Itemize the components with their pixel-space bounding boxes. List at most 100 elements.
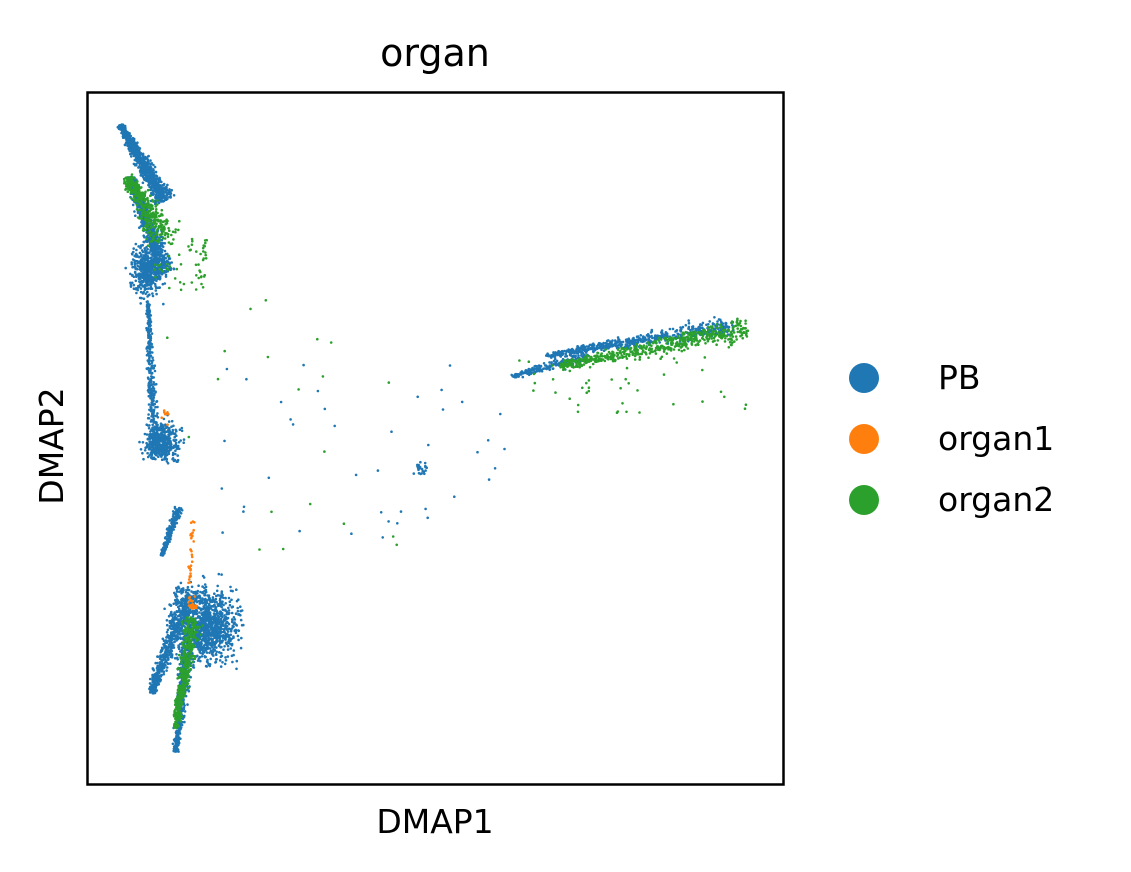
data-point [162,430,166,433]
data-point [162,182,166,186]
data-point [175,429,178,433]
data-point [163,664,167,667]
data-point [134,154,138,157]
data-point [134,279,138,283]
data-point [152,682,156,686]
data-point [194,609,198,613]
data-point [164,437,168,441]
data-point [233,618,237,621]
data-point [173,640,176,643]
data-point [156,269,159,272]
data-point [163,541,167,545]
data-point [214,616,218,620]
data-point [160,658,164,662]
data-point [154,185,157,188]
data-point [170,520,174,523]
data-point [208,651,211,655]
data-point [154,390,157,393]
data-point [169,448,173,451]
data-point [184,604,187,608]
data-point [234,629,238,633]
data-point [162,254,166,257]
data-point [164,435,167,438]
data-point [146,162,149,165]
data-point [131,203,135,207]
data-point [146,311,150,315]
data-point [154,189,157,192]
data-point [165,666,169,669]
data-point [147,177,151,180]
data-point [157,260,160,263]
data-point [202,646,206,650]
data-point [156,655,160,658]
data-point [156,435,159,439]
data-point [166,542,170,546]
data-point [137,205,140,209]
data-point [147,154,150,158]
data-point [239,646,243,650]
data-point [151,385,155,389]
data-point [231,660,234,664]
data-point [148,330,151,334]
data-point [146,290,149,294]
data-point [224,602,227,605]
data-point [209,647,212,650]
data-point [227,596,231,600]
data-point [151,434,155,438]
data-point [163,242,167,245]
data-point [155,400,159,403]
data-point [133,254,136,258]
data-point [173,612,177,616]
data-point [126,131,130,134]
data-point [158,252,162,256]
data-point [212,654,215,657]
data-point [163,191,167,194]
data-point [175,588,179,591]
data-point [224,656,227,659]
data-point [146,451,149,455]
data-point [136,287,139,290]
data-point [135,248,138,252]
data-point [162,451,165,455]
data-point [154,170,158,174]
data-point [196,589,200,593]
data-point [151,242,154,246]
data-point [165,636,168,639]
data-point [166,628,170,632]
data-point [151,250,154,253]
data-point [167,420,171,423]
data-point [205,651,209,654]
data-point [161,668,164,671]
data-point [145,423,148,427]
data-point [150,455,153,459]
data-point [216,614,220,618]
data-point [214,658,218,661]
series-PB [116,123,735,753]
data-point [169,604,173,607]
data-point [138,169,142,173]
data-point [150,287,154,291]
data-point [142,297,146,301]
data-point [227,606,230,610]
data-point [148,333,152,337]
data-point [236,634,240,638]
data-point [185,611,188,615]
data-point [214,660,218,664]
data-point [152,168,155,171]
data-point [226,630,230,633]
data-point [182,441,185,445]
data-point [156,188,159,192]
data-point [216,584,219,588]
data-point [166,183,169,187]
data-point [155,254,158,257]
data-point [135,156,139,159]
data-point [147,390,151,394]
data-point [179,617,182,621]
data-point [137,153,140,156]
data-point [167,189,171,193]
data-point [199,601,202,605]
data-point [160,193,164,197]
data-point [197,584,200,587]
data-point [166,633,170,637]
data-point [222,636,225,640]
